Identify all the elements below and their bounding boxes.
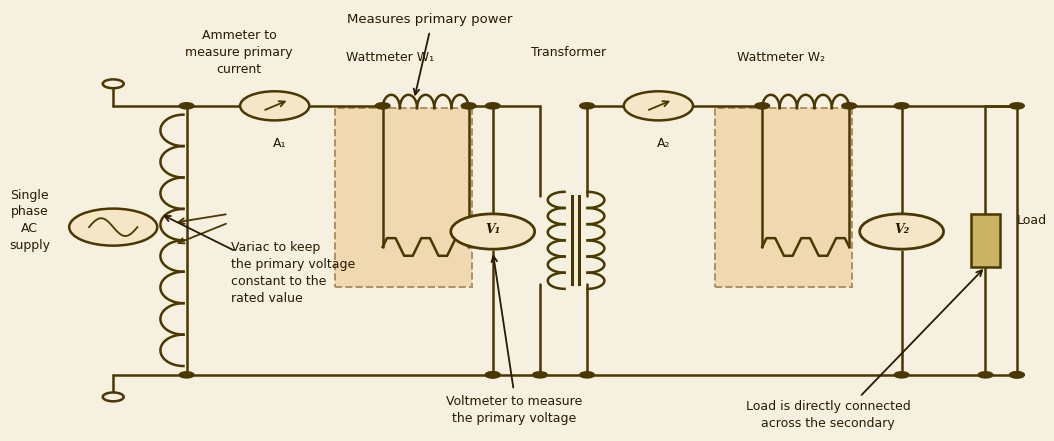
Text: Transformer: Transformer bbox=[530, 46, 606, 60]
Text: Measures primary power: Measures primary power bbox=[347, 13, 512, 26]
Text: A₁: A₁ bbox=[273, 137, 287, 150]
Circle shape bbox=[1010, 372, 1024, 378]
Text: Load is directly connected
across the secondary: Load is directly connected across the se… bbox=[746, 400, 911, 430]
Text: Ammeter to
measure primary
current: Ammeter to measure primary current bbox=[186, 30, 293, 76]
Circle shape bbox=[102, 392, 123, 401]
Text: V₂: V₂ bbox=[894, 223, 910, 236]
Circle shape bbox=[70, 209, 157, 246]
Circle shape bbox=[179, 372, 194, 378]
Text: Wattmeter W₁: Wattmeter W₁ bbox=[346, 51, 434, 64]
Text: Wattmeter W₂: Wattmeter W₂ bbox=[737, 51, 825, 64]
Circle shape bbox=[486, 103, 500, 109]
Circle shape bbox=[486, 372, 500, 378]
Text: Single
phase
AC
supply: Single phase AC supply bbox=[8, 188, 50, 253]
Text: A₂: A₂ bbox=[657, 137, 670, 150]
Circle shape bbox=[894, 103, 909, 109]
Bar bbox=[335, 108, 472, 287]
Circle shape bbox=[462, 103, 476, 109]
Text: V₁: V₁ bbox=[485, 223, 501, 236]
Circle shape bbox=[375, 103, 390, 109]
Circle shape bbox=[580, 372, 594, 378]
Text: Variac to keep
the primary voltage
constant to the
rated value: Variac to keep the primary voltage const… bbox=[231, 241, 355, 306]
Circle shape bbox=[624, 91, 692, 120]
Text: Load: Load bbox=[1017, 214, 1047, 227]
Circle shape bbox=[842, 103, 857, 109]
Circle shape bbox=[580, 103, 594, 109]
Circle shape bbox=[532, 372, 547, 378]
Circle shape bbox=[978, 372, 993, 378]
Bar bbox=[715, 108, 853, 287]
Circle shape bbox=[451, 214, 534, 249]
Text: Voltmeter to measure
the primary voltage: Voltmeter to measure the primary voltage bbox=[446, 395, 582, 425]
Circle shape bbox=[102, 79, 123, 88]
Circle shape bbox=[240, 91, 309, 120]
Circle shape bbox=[1010, 103, 1024, 109]
Circle shape bbox=[894, 372, 909, 378]
Circle shape bbox=[179, 103, 194, 109]
Circle shape bbox=[860, 214, 943, 249]
Bar bbox=[971, 214, 1000, 267]
Circle shape bbox=[486, 372, 500, 378]
Circle shape bbox=[1010, 372, 1024, 378]
Circle shape bbox=[755, 103, 769, 109]
